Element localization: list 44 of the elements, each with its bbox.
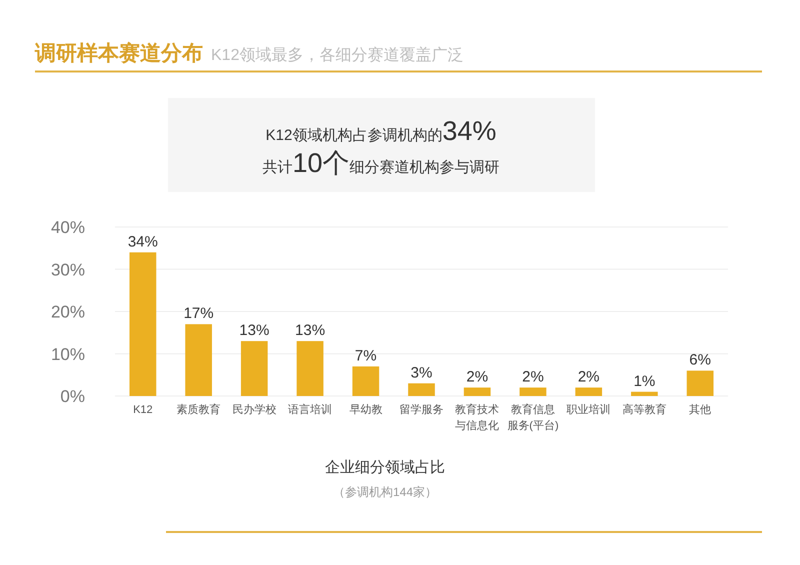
text: K12领域机构占参调机构的34% xyxy=(266,116,496,146)
data-label: 34% xyxy=(128,233,158,250)
x-tick-label: 职业培训 xyxy=(566,403,611,416)
text: （参调机构144家） xyxy=(332,485,438,499)
x-tick-label: 教育信息服务(平台) xyxy=(507,403,559,432)
x-tick-label: 语言培训 xyxy=(288,403,332,416)
data-label: 2% xyxy=(522,368,544,386)
x-tick-label: 早幼教 xyxy=(349,403,382,416)
data-label: 2% xyxy=(466,368,488,386)
bar xyxy=(464,388,491,396)
data-label: 13% xyxy=(239,322,270,340)
x-tick-label: 素质教育 xyxy=(176,403,221,416)
x-tick-label: 高等教育 xyxy=(622,403,666,416)
y-tick-label: 20% xyxy=(50,302,85,322)
x-tick-label: 民办学校 xyxy=(232,403,276,416)
data-label: 7% xyxy=(354,347,377,364)
data-label: 17% xyxy=(184,305,214,322)
bar xyxy=(686,370,714,396)
bar xyxy=(240,341,268,396)
x-axis-title: 企业细分领域占比 xyxy=(325,459,445,476)
bar xyxy=(408,383,435,396)
bar xyxy=(129,252,156,396)
bar xyxy=(631,392,658,396)
data-label: 6% xyxy=(689,352,711,369)
y-tick-label: 0% xyxy=(60,387,85,406)
data-label: 2% xyxy=(578,368,600,386)
x-tick-label: K12 xyxy=(133,404,153,416)
data-label: 3% xyxy=(410,364,432,382)
x-tick-label: 其他 xyxy=(689,403,712,416)
x-tick-label: 教育技术与信息化 xyxy=(455,403,500,432)
y-tick-label: 10% xyxy=(50,344,85,364)
chart-subtitle: K12领域最多，各细分赛道覆盖广泛 xyxy=(211,46,464,64)
x-tick-label: 留学服务 xyxy=(400,404,444,416)
data-label: 1% xyxy=(634,372,656,390)
bar xyxy=(185,324,212,396)
bar xyxy=(296,341,324,396)
y-tick-label: 30% xyxy=(50,260,85,280)
text: 共计10个细分赛道机构参与调研 xyxy=(262,148,500,178)
y-tick-label: 40% xyxy=(50,218,85,237)
bar xyxy=(575,388,602,396)
data-label: 13% xyxy=(295,322,326,340)
chart-title: 调研样本赛道分布 xyxy=(35,42,203,65)
bar xyxy=(352,366,380,396)
bar xyxy=(520,388,546,396)
